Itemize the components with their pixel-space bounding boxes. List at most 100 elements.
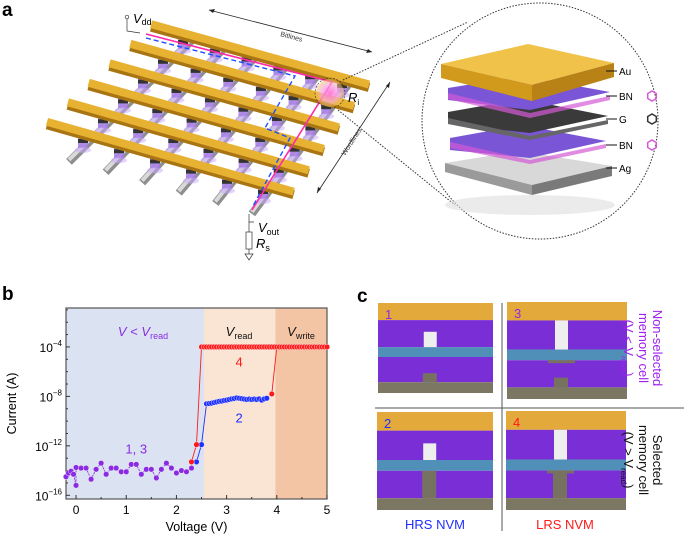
- ag-filament: [554, 377, 568, 388]
- pillar-graphene-layer: [186, 169, 196, 174]
- data-point: [113, 465, 120, 472]
- pillar-glow: [268, 125, 285, 132]
- pillar-graphene-layer: [168, 139, 179, 144]
- data-point: [193, 458, 200, 465]
- pillar-graphene-layer: [118, 99, 128, 104]
- pillar-glow: [175, 48, 191, 54]
- hexagon-lattice-icon: [646, 139, 658, 151]
- iv-chart: 0 1 2 3 4 5 10−4 10−8 10−12 10−16 Voltage (V) Curre…: [5, 307, 331, 534]
- x-tick-label: 0: [73, 503, 80, 517]
- md-cell-3: 3: [507, 302, 627, 399]
- pillar-glow: [115, 107, 131, 114]
- pillar-graphene-layer: [204, 98, 215, 103]
- crossbar-array: [45, 20, 371, 217]
- cell-number: 4: [513, 415, 520, 430]
- y-tick-label: 10−12: [35, 438, 62, 454]
- pillar-glow: [149, 117, 166, 124]
- pillar-glow: [220, 85, 237, 92]
- layer-label-bn: BN: [619, 92, 633, 103]
- bitline: [87, 78, 325, 153]
- data-point: [123, 468, 130, 475]
- pillar-graphene-layer: [209, 48, 220, 53]
- pillar-glow: [217, 136, 234, 143]
- data-point: [103, 471, 110, 478]
- hexagon-lattice-icon: [646, 90, 658, 102]
- panel-label-c: c: [357, 286, 368, 307]
- pillar-graphene-layer: [273, 168, 284, 173]
- region-label-v-less-vread: V < Vread: [118, 324, 168, 341]
- layer-labels: Au BN G BN Ag: [606, 67, 658, 175]
- ground-icon: [244, 253, 254, 261]
- pillar-graphene-layer: [186, 118, 197, 123]
- md-cell-4: 4: [506, 411, 626, 510]
- ag-layer: [377, 498, 493, 510]
- pillar-graphene-layer: [255, 137, 266, 142]
- row-label-condition: (V > Vread): [619, 432, 636, 489]
- data-point: [188, 458, 195, 465]
- graphene-layer: [507, 349, 627, 361]
- data-point: [163, 460, 170, 467]
- pillar-glow: [238, 65, 255, 72]
- bitline: [108, 59, 340, 132]
- ag-filament: [422, 373, 437, 383]
- x-tick-label: 3: [223, 503, 230, 517]
- region-label-vwrite: Vwrite: [287, 324, 315, 341]
- row-label-condition: (V < Vread): [619, 320, 636, 377]
- data-point: [133, 461, 140, 468]
- ag-contact: [548, 360, 575, 364]
- data-point: [118, 468, 125, 475]
- cell-number: 2: [384, 416, 391, 431]
- sneak-current-path: [145, 37, 297, 207]
- pillar-graphene-layer: [222, 179, 232, 184]
- pillar-glow: [201, 106, 218, 113]
- data-point: [324, 343, 331, 350]
- pillar-glow: [286, 155, 303, 162]
- pillar-glow: [183, 126, 200, 133]
- ag-layer: [506, 498, 626, 510]
- data-point: [188, 465, 195, 472]
- pillar-glow: [206, 56, 223, 63]
- data-point: [108, 465, 115, 472]
- layer-label-au: Au: [619, 67, 631, 78]
- hexagon-lattice-icon: [646, 113, 658, 125]
- pillar-glow: [147, 167, 163, 174]
- pillar-glow: [135, 87, 151, 94]
- selected-cell-ri: Ri: [314, 77, 359, 109]
- x-tick-label: 4: [273, 503, 280, 517]
- pillar-graphene-layer: [289, 147, 300, 152]
- pillar-glow: [285, 104, 302, 111]
- pillar-glow: [235, 115, 252, 122]
- vdd-terminal: Vdd: [124, 11, 152, 34]
- pillar-graphene-layer: [152, 109, 163, 114]
- curve-label: 4: [236, 355, 243, 370]
- series-line-4write: [271, 346, 278, 394]
- data-point: [193, 441, 200, 448]
- y-tick-label: 10−4: [40, 339, 63, 355]
- ag-contact: [547, 470, 574, 474]
- y-tick-label: 10−8: [40, 388, 63, 404]
- pillar-glow: [130, 137, 147, 144]
- resistor-icon: [245, 231, 253, 250]
- pillar-glow: [200, 156, 217, 163]
- pillar-glow: [111, 157, 127, 164]
- pillar-graphene-layer: [78, 139, 88, 143]
- au-filament: [554, 429, 567, 460]
- data-point: [93, 466, 100, 473]
- pillar-glow: [183, 177, 199, 184]
- svg-text:Rs: Rs: [256, 236, 270, 253]
- cell-number: 1: [385, 307, 392, 322]
- pillar-graphene-layer: [271, 117, 282, 122]
- column-label-lrs: LRS NVM: [536, 517, 594, 532]
- panel-label-b: b: [2, 284, 14, 305]
- pillar-graphene-layer: [238, 158, 249, 163]
- au-filament: [555, 320, 568, 350]
- svg-text:Vdd: Vdd: [133, 11, 152, 27]
- column-label-hrs: HRS NVM: [405, 517, 465, 532]
- x-axis-label: Voltage (V): [166, 520, 228, 534]
- ag-filament: [422, 470, 437, 499]
- region-label-vread: Vread: [226, 324, 253, 341]
- y-axis-label: Current (A): [5, 373, 19, 435]
- data-point: [70, 471, 77, 478]
- data-point: [183, 468, 190, 475]
